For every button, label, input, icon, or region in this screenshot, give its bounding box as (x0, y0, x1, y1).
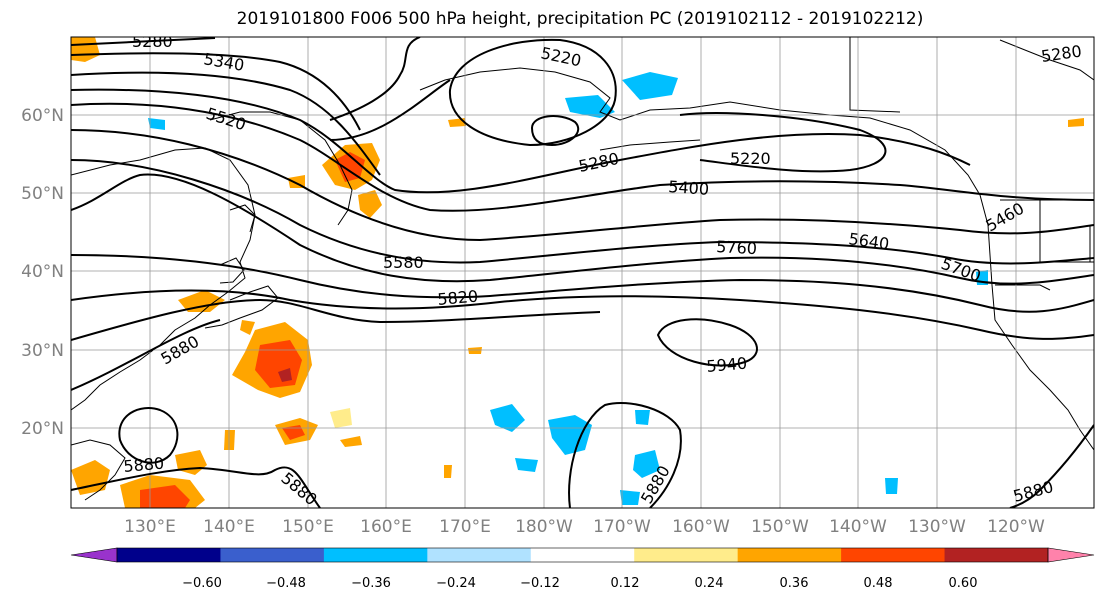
lat-label: 50°N (21, 184, 64, 204)
colorbar-frame (116, 547, 1049, 563)
lon-label: 140°W (829, 517, 887, 537)
colorbar-segment (530, 548, 635, 562)
lon-label: 150°W (751, 517, 809, 537)
longitude-labels: 130°E 140°E 150°E 160°E 170°E 180°W 170°… (124, 517, 1045, 537)
lon-label: 170°E (439, 517, 491, 537)
lon-label: 150°E (282, 517, 334, 537)
colorbar-tick-label: −0.12 (520, 576, 560, 591)
colorbar-tick-label: 0.48 (864, 576, 893, 591)
contour-label: 5580 (383, 253, 424, 272)
colorbar-segment (841, 548, 946, 562)
height-contours (71, 37, 1094, 508)
latitude-labels: 60°N 50°N 40°N 30°N 20°N (21, 106, 64, 439)
colorbar-segment (323, 548, 428, 562)
colorbar-segment (634, 548, 739, 562)
lon-label: 130°E (124, 517, 176, 537)
colorbar-tick-label: −0.36 (351, 576, 391, 591)
lon-label: 180°W (515, 517, 573, 537)
chart-title: 2019101800 F006 500 hPa height, precipit… (236, 9, 924, 29)
colorbar-segment (427, 548, 532, 562)
lat-label: 40°N (21, 262, 64, 282)
colorbar-segment (944, 548, 1049, 562)
colorbar-segment (737, 548, 842, 562)
precip-positive-areas (71, 37, 1084, 508)
colorbar-tick-label: −0.60 (182, 576, 222, 591)
lon-label: 160°W (672, 517, 730, 537)
contour-label: 5820 (437, 287, 479, 309)
lon-label: 170°W (593, 517, 651, 537)
map-panel: 5280 5340 5520 5220 5280 5220 5400 5460 … (71, 32, 1094, 508)
colorbar-tick-label: 0.60 (949, 576, 978, 591)
contour-label: 5400 (668, 177, 710, 199)
colorbar-tick-label: 0.24 (695, 576, 724, 591)
lon-label: 120°W (987, 517, 1045, 537)
lat-label: 60°N (21, 106, 64, 126)
colorbar-tick-label: −0.48 (266, 576, 306, 591)
map-border (70, 36, 1095, 509)
colorbar-tick-label: −0.24 (436, 576, 476, 591)
contour-label: 5220 (730, 149, 771, 168)
colorbar (70, 547, 1095, 563)
lon-label: 140°E (203, 517, 255, 537)
contour-label: 5880 (123, 454, 165, 476)
colorbar-segment (117, 548, 221, 562)
contour-label: 5760 (716, 237, 758, 258)
colorbar-tick-labels: −0.60 −0.48 −0.36 −0.24 −0.12 0.12 0.24 … (182, 576, 977, 591)
colorbar-segment (220, 548, 325, 562)
lon-label: 130°W (908, 517, 966, 537)
contour-label: 5280 (132, 32, 173, 51)
colorbar-extend-min (70, 547, 118, 563)
lon-label: 160°E (360, 517, 412, 537)
colorbar-extend-max (1047, 547, 1095, 563)
lat-label: 30°N (21, 341, 64, 361)
colorbar-tick-label: 0.36 (780, 576, 809, 591)
colorbar-tick-label: 0.12 (611, 576, 640, 591)
contour-label: 5940 (706, 354, 748, 376)
lat-label: 20°N (21, 419, 64, 439)
